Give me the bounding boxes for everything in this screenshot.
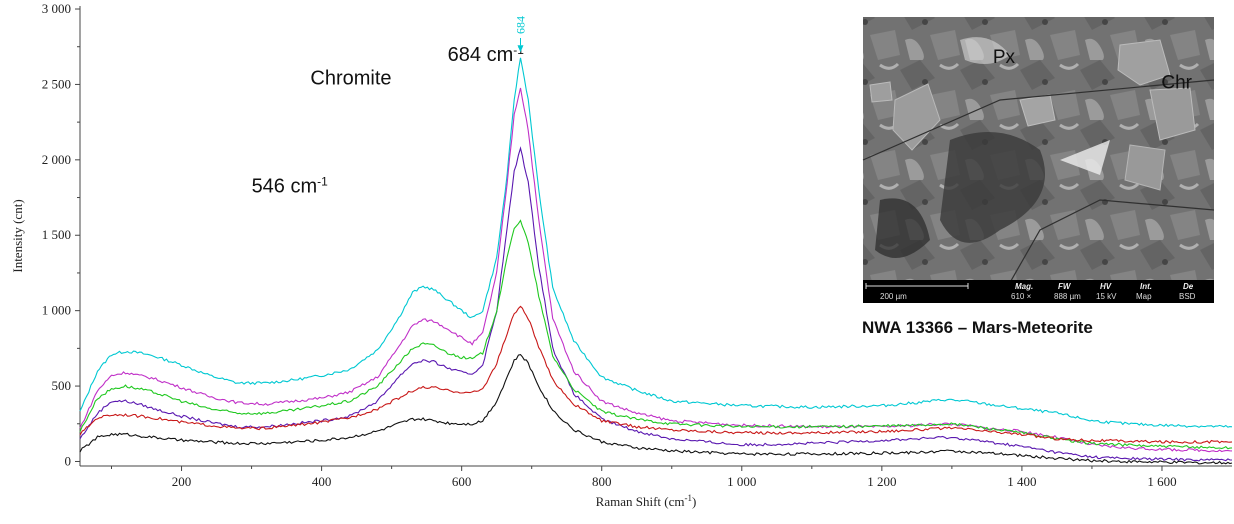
x-tick-label: 200 — [172, 474, 192, 489]
info-title: FW — [1058, 282, 1072, 291]
info-value: 15 kV — [1096, 292, 1117, 301]
annotation-0: Chromite — [310, 67, 391, 89]
info-value: Map — [1136, 292, 1152, 301]
annotations: Chromite 546 cm-1 684 cm-1 684 — [252, 16, 528, 197]
info-value: 610 × — [1011, 292, 1032, 301]
y-tick-label: 2 500 — [42, 76, 71, 91]
info-value: 888 µm — [1054, 292, 1081, 301]
y-tick-label: 3 000 — [42, 1, 71, 16]
peak-marker-arrow — [517, 45, 524, 53]
info-value: BSD — [1179, 292, 1196, 301]
scale-bar-text: 200 µm — [880, 292, 907, 301]
y-tick-label: 2 000 — [42, 152, 71, 167]
series-line-4 — [79, 305, 1233, 444]
y-tick-label: 0 — [65, 453, 72, 468]
x-axis-title: Raman Shift (cm-1) — [596, 493, 697, 509]
x-tick-label: 1 600 — [1147, 474, 1176, 489]
inset-label-chr: Chr — [1161, 73, 1192, 94]
y-tick-label: 500 — [52, 378, 72, 393]
x-tick-label: 1 000 — [727, 474, 756, 489]
series-group — [79, 57, 1233, 465]
x-tick-label: 1 400 — [1007, 474, 1036, 489]
series-line-2 — [79, 146, 1232, 462]
y-tick-label: 1 500 — [42, 227, 71, 242]
y-tick-label: 1 000 — [42, 303, 71, 318]
y-axis-title: Intensity (cnt) — [10, 199, 25, 272]
inset-label-px: Px — [993, 47, 1016, 68]
x-tick-label: 1 200 — [867, 474, 896, 489]
peak-marker-label: 684 — [513, 16, 527, 34]
info-title: De — [1183, 282, 1194, 291]
info-title: HV — [1100, 282, 1112, 291]
axes: 0 500 1 000 1 500 2 000 2 500 3 000 200 400 600 80… — [10, 1, 1232, 509]
x-tick-label: 400 — [312, 474, 332, 489]
x-tick-label: 600 — [452, 474, 472, 489]
x-tick-label: 800 — [592, 474, 612, 489]
info-title: Int. — [1140, 282, 1152, 291]
series-line-0 — [79, 57, 1233, 428]
info-title: Mag. — [1015, 282, 1033, 291]
inset-caption: NWA 13366 – Mars-Meteorite — [862, 318, 1093, 337]
series-line-5 — [79, 353, 1233, 465]
annotation-1: 546 cm-1 — [252, 174, 329, 197]
series-line-1 — [79, 87, 1233, 453]
annotation-2: 684 cm-1 — [448, 43, 525, 66]
